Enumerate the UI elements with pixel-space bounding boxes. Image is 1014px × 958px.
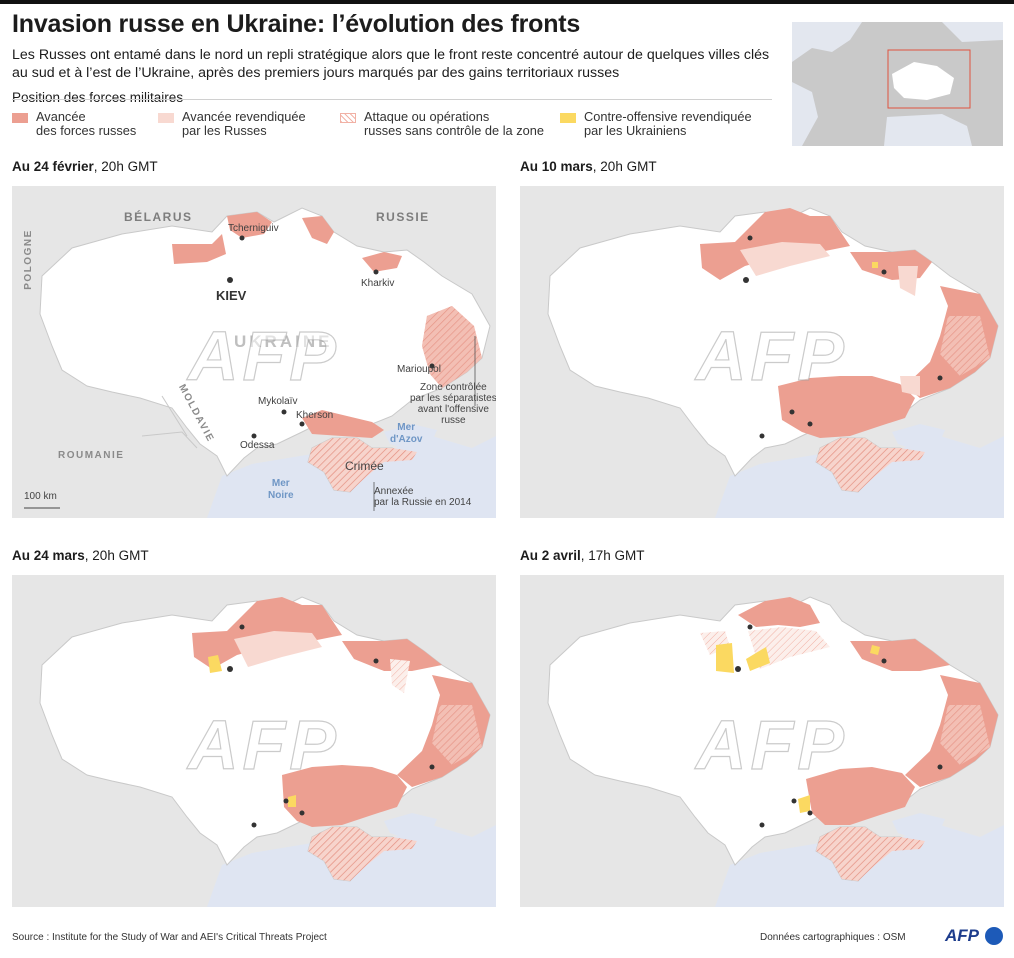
- legend-label: Avancée revendiquée: [182, 109, 306, 124]
- legend-label: des forces russes: [36, 123, 137, 138]
- label-crimee: Crimée: [345, 459, 384, 473]
- map-panel-4: AFP: [520, 575, 1004, 907]
- label-kiev: KIEV: [216, 288, 247, 303]
- label-kharkiv: Kharkiv: [361, 278, 395, 289]
- afp-logo: AFP: [945, 926, 979, 945]
- legend-divider: [12, 99, 772, 100]
- map-panel-2: AFP: [520, 186, 1004, 518]
- afp-logo-dot-icon: [985, 927, 1003, 945]
- map-panel-1: BÉLARUS RUSSIE POLOGNE MOLDAVIE ROUMANIE…: [12, 186, 496, 518]
- legend-label: par les Ukrainiens: [584, 123, 687, 138]
- label-poland: POLOGNE: [22, 229, 34, 290]
- locator-map-graphic: [792, 22, 1003, 146]
- locator-map: [792, 22, 1003, 146]
- map-graphic-2: [520, 186, 1004, 518]
- label-kherson: Kherson: [296, 410, 334, 421]
- panel-date-4: Au 2 avril, 17h GMT: [520, 548, 645, 563]
- watermark: AFP: [187, 316, 340, 395]
- label-odessa: Odessa: [240, 440, 275, 451]
- source-credit: Source : Institute for the Study of War …: [12, 932, 327, 943]
- watermark: AFP: [695, 705, 848, 784]
- map-graphic-3: [12, 575, 496, 907]
- legend-label: Attaque ou opérations: [364, 109, 490, 124]
- label-tcherniguiv: Tcherniguiv: [228, 223, 279, 234]
- legend-label: Contre-offensive revendiquée: [584, 109, 752, 124]
- label-marioupol: Marioupol: [397, 364, 441, 375]
- panel-date-1: Au 24 février, 20h GMT: [12, 159, 158, 174]
- legend-heading: Position des forces militaires: [12, 90, 184, 105]
- page-title: Invasion russe en Ukraine: l’évolution d…: [12, 10, 581, 38]
- map-data-credit: Données cartographiques : OSM: [760, 932, 906, 943]
- legend-label: par les Russes: [182, 123, 267, 138]
- panel-date-2: Au 10 mars, 20h GMT: [520, 159, 657, 174]
- panel-date-3: Au 24 mars, 20h GMT: [12, 548, 149, 563]
- page-subtitle: Les Russes ont entamé dans le nord un re…: [12, 47, 770, 81]
- watermark: AFP: [187, 705, 340, 784]
- legend-label: Avancée: [36, 109, 86, 124]
- label-black-sea: Mer Noire: [268, 478, 294, 501]
- map-panel-3: AFP: [12, 575, 496, 907]
- legend-label: russes sans contrôle de la zone: [364, 123, 544, 138]
- top-rule: [0, 0, 1014, 4]
- annotation-separatist-zone: Zone contrôlée par les séparatistes avant …: [410, 382, 496, 426]
- legend-swatch-counter: [560, 113, 576, 123]
- label-ukraine: UKRAINE: [234, 332, 333, 351]
- legend-swatch-claimed: [158, 113, 174, 123]
- label-mykolaiv: Mykolaïv: [258, 396, 298, 407]
- map-graphic-4: [520, 575, 1004, 907]
- watermark: AFP: [695, 316, 848, 395]
- legend-swatch-advance: [12, 113, 28, 123]
- annotation-crimea-annexed: Annexée par la Russie en 2014: [374, 486, 472, 508]
- label-sea-of-azov: Mer d'Azov: [390, 422, 423, 445]
- legend-swatch-attack: [340, 113, 356, 123]
- label-romania: ROUMANIE: [58, 450, 125, 461]
- scale-bar-label: 100 km: [24, 491, 57, 502]
- legend: Avancée des forces russes Avancée revendi…: [12, 109, 782, 143]
- label-belarus: BÉLARUS: [124, 210, 193, 224]
- label-russia: RUSSIE: [376, 210, 430, 224]
- map-graphic-1: [12, 186, 496, 518]
